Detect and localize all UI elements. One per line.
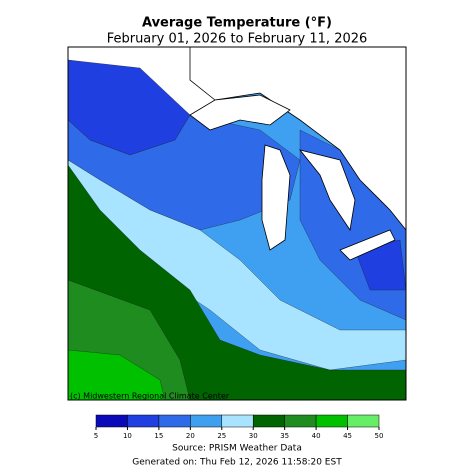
title: Average Temperature (°F) [142,16,332,31]
colorbar-tick-label: 10 [123,432,132,440]
colorbar-swatch [284,414,317,428]
colorbar-tick-label: 35 [280,432,289,440]
colorbar-tick-label: 25 [217,432,226,440]
map: (c) Midwestern Regional Climate Center [67,46,407,401]
colorbar-swatch [221,414,254,428]
colorbar-swatch [190,414,223,428]
colorbar-tick-label: 50 [375,432,384,440]
colorbar-swatch [158,414,191,428]
colorbar-tick-label: 20 [186,432,195,440]
colorbar-tick-label: 5 [94,432,98,440]
colorbar-tick-label: 45 [343,432,352,440]
colorbar: 5 10 15 20 25 30 35 40 45 50 [94,414,384,440]
colorbar-tick-label: 30 [249,432,258,440]
colorbar-tick-label: 40 [312,432,321,440]
source: Source: PRISM Weather Data [172,444,302,454]
generated: Generated on: Thu Feb 12, 2026 11:58:20 … [132,458,342,468]
colorbar-swatch [315,414,348,428]
colorbar-swatch [95,414,128,428]
colorbar-swatch [347,414,380,428]
colorbar-tick-label: 15 [154,432,163,440]
colorbar-swatch [252,414,285,428]
credit: (c) Midwestern Regional Climate Center [70,392,230,401]
subtitle: February 01, 2026 to February 11, 2026 [107,32,368,47]
colorbar-swatch [127,414,160,428]
